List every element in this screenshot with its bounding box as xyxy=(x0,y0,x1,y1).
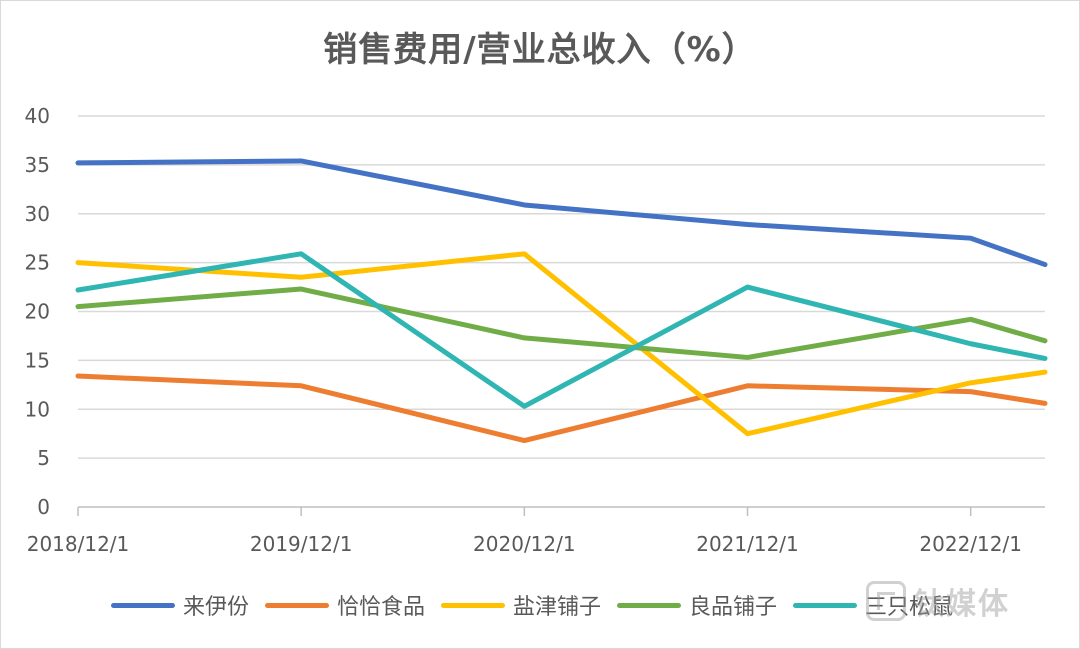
legend-swatch xyxy=(264,602,329,608)
y-tick-label: 15 xyxy=(25,348,50,372)
y-axis-ticks: 0 5 10 15 20 25 30 35 40 xyxy=(25,104,50,519)
watermark-text: 钛媒体 xyxy=(914,587,1010,622)
y-tick-label: 25 xyxy=(25,251,50,275)
legend: 来伊份 恰恰食品 盐津铺子 良品铺子 三只松鼠 xyxy=(0,588,1080,622)
legend-item-5: 三只松鼠 xyxy=(793,589,953,621)
legend-swatch xyxy=(617,602,681,608)
y-tick-label: 5 xyxy=(37,446,50,470)
x-axis: 2018/12/1 2019/12/1 2020/12/1 2021/12/1 2022… xyxy=(27,506,1045,556)
legend-swatch xyxy=(110,602,175,608)
x-tick-label: 2019/12/1 xyxy=(250,532,353,556)
x-tick-label: 2020/12/1 xyxy=(473,532,576,556)
series-line-3 xyxy=(75,251,1048,437)
y-tick-label: 30 xyxy=(25,202,50,226)
series-line-2 xyxy=(75,373,1048,444)
legend-label: 恰恰食品 xyxy=(336,595,425,620)
series-line-1 xyxy=(75,158,1048,268)
x-tick-label: 2021/12/1 xyxy=(696,532,799,556)
legend-item-2: 恰恰食品 xyxy=(264,589,425,621)
watermark: 钛媒体 xyxy=(866,576,1064,626)
tmt-logo-icon xyxy=(866,581,906,621)
y-tick-label: 10 xyxy=(25,397,50,421)
legend-item-1: 来伊份 xyxy=(110,589,249,621)
x-tick-label: 2018/12/1 xyxy=(27,532,130,556)
legend-label: 三只松鼠 xyxy=(865,595,954,620)
gridlines xyxy=(78,115,1045,459)
y-tick-label: 0 xyxy=(37,495,50,519)
y-tick-label: 40 xyxy=(25,104,50,128)
y-tick-label: 20 xyxy=(25,300,50,324)
y-tick-label: 35 xyxy=(25,153,50,177)
legend-label: 盐津铺子 xyxy=(512,595,601,620)
legend-item-3: 盐津铺子 xyxy=(440,589,601,621)
legend-swatch xyxy=(793,602,858,608)
series-lines xyxy=(75,158,1048,444)
legend-label: 良品铺子 xyxy=(689,595,778,620)
chart-title: 销售费用/营业总收入（%） xyxy=(323,30,757,70)
legend-swatch xyxy=(440,602,505,608)
legend-label: 来伊份 xyxy=(182,595,249,620)
series-line-5 xyxy=(75,251,1048,409)
x-tick-label: 2022/12/1 xyxy=(919,532,1022,556)
legend-item-4: 良品铺子 xyxy=(617,589,777,621)
